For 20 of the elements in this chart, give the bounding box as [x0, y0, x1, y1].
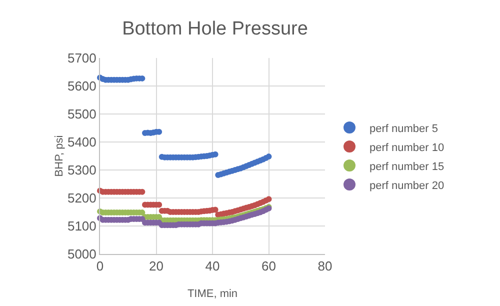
x-tick-label: 60: [262, 258, 276, 274]
y-tick-label: 5500: [67, 106, 96, 122]
legend-label: perf number 10: [370, 142, 444, 154]
legend-label: perf number 20: [370, 180, 444, 192]
x-axis-title: TIME, min: [187, 288, 238, 300]
y-tick-label: 5600: [67, 78, 96, 94]
x-tick-label: 0: [96, 258, 104, 274]
y-tick-label: 5300: [67, 162, 96, 178]
legend-label: perf number 15: [370, 160, 444, 173]
x-tick-label: 40: [205, 258, 220, 274]
legend-label: perf number 5: [370, 122, 438, 135]
x-tick-label: 80: [318, 258, 332, 274]
chart-title: Bottom Hole Pressure: [122, 18, 308, 40]
x-tick-label: 20: [149, 258, 164, 274]
y-tick-label: 5400: [67, 134, 96, 150]
y-tick-label: 5200: [67, 190, 96, 206]
y-tick-label: 5700: [67, 50, 96, 66]
y-tick-label: 5100: [67, 218, 96, 234]
y-tick-label: 5000: [67, 246, 96, 262]
y-axis-title: BHP, psi: [53, 135, 66, 177]
